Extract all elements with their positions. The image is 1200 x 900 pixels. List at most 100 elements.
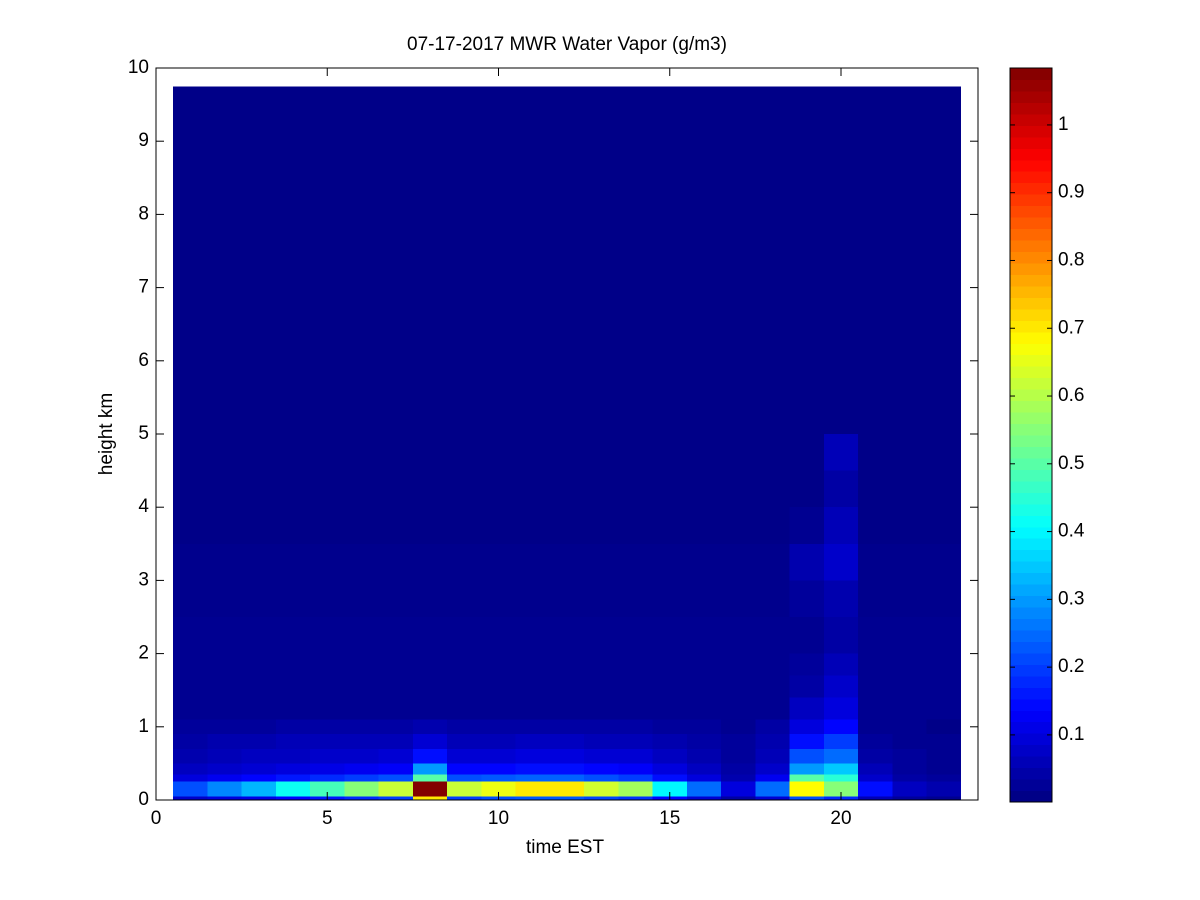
- heatmap-cell: [275, 470, 311, 508]
- heatmap-cell: [207, 470, 242, 508]
- colorbar-tick-label: 0.6: [1058, 385, 1084, 406]
- heatmap-cell: [858, 796, 893, 800]
- heatmap-cell: [447, 675, 482, 698]
- colorbar-segment: [1010, 285, 1052, 298]
- colorbar-segment: [1010, 721, 1052, 734]
- heatmap-cell: [344, 734, 379, 749]
- colorbar-segment: [1010, 549, 1052, 562]
- heatmap-cell: [858, 580, 893, 617]
- heatmap-cell: [412, 734, 448, 749]
- heatmap-cell: [412, 434, 448, 471]
- heatmap-cell: [721, 697, 756, 720]
- heatmap-cell: [275, 675, 311, 698]
- heatmap-cell: [412, 470, 448, 508]
- heatmap-cell: [686, 774, 722, 782]
- heatmap-cell: [275, 697, 311, 720]
- colorbar-segment: [1010, 354, 1052, 367]
- heatmap-cell: [344, 543, 379, 581]
- colorbar-segment: [1010, 125, 1052, 138]
- heatmap-cell: [789, 434, 824, 471]
- heatmap-cell: [584, 434, 619, 471]
- colorbar-segment: [1010, 79, 1052, 92]
- heatmap-cell: [823, 734, 859, 749]
- heatmap-cell: [515, 763, 550, 775]
- heatmap-cell: [412, 543, 448, 581]
- heatmap-cell: [310, 617, 345, 654]
- heatmap-cell: [344, 617, 379, 654]
- heatmap-cell: [823, 774, 859, 782]
- heatmap-cell: [584, 653, 619, 676]
- heatmap-cell: [447, 697, 482, 720]
- heatmap-cell: [447, 774, 482, 782]
- heatmap-cell: [721, 543, 756, 581]
- y-tick-label: 5: [138, 423, 149, 444]
- colorbar-segment: [1010, 538, 1052, 551]
- colorbar-segment: [1010, 446, 1052, 459]
- heatmap-cell: [447, 763, 482, 775]
- heatmap-cell: [275, 796, 311, 800]
- y-tick-label: 4: [138, 496, 149, 517]
- colorbar-segment: [1010, 308, 1052, 321]
- heatmap-cell: [892, 697, 927, 720]
- heatmap-cell: [755, 781, 790, 797]
- heatmap-cell: [789, 86, 824, 435]
- heatmap-cell: [618, 675, 653, 698]
- heatmap-cell: [275, 774, 311, 782]
- colorbar-segment: [1010, 480, 1052, 493]
- heatmap-cell: [207, 796, 242, 800]
- heatmap-cell: [447, 507, 482, 544]
- colorbar-segment: [1010, 618, 1052, 631]
- heatmap-cell: [275, 86, 311, 435]
- colorbar-tick-label: 0.5: [1058, 453, 1084, 474]
- heatmap-cell: [755, 543, 790, 581]
- heatmap-cell: [926, 653, 961, 676]
- heatmap-cell: [241, 617, 276, 654]
- heatmap-cell: [584, 675, 619, 698]
- heatmap-cell: [515, 796, 550, 800]
- heatmap-cell: [858, 653, 893, 676]
- heatmap-cell: [241, 580, 276, 617]
- heatmap-cell: [618, 470, 653, 508]
- heatmap-cell: [481, 580, 516, 617]
- heatmap-cell: [481, 470, 516, 508]
- colorbar-segment: [1010, 182, 1052, 195]
- colorbar-segment: [1010, 217, 1052, 230]
- heatmap-cell: [858, 543, 893, 581]
- heatmap-cell: [652, 86, 687, 435]
- heatmap-cell: [755, 653, 790, 676]
- heatmap-cell: [378, 617, 413, 654]
- heatmap-cell: [926, 434, 961, 471]
- heatmap-cell: [310, 86, 345, 435]
- heatmap-cell: [926, 734, 961, 749]
- colorbar-segment: [1010, 68, 1052, 80]
- colorbar-segment: [1010, 343, 1052, 356]
- heatmap-cell: [207, 86, 242, 435]
- heatmap-cell: [173, 434, 208, 471]
- heatmap-cell: [549, 434, 585, 471]
- heatmap-cell: [241, 675, 276, 698]
- heatmap-cell: [447, 617, 482, 654]
- heatmap-cell: [755, 748, 790, 764]
- heatmap-cell: [755, 697, 790, 720]
- heatmap-cell: [549, 697, 585, 720]
- heatmap-cell: [378, 748, 413, 764]
- heatmap-cell: [652, 675, 687, 698]
- heatmap-cell: [310, 470, 345, 508]
- heatmap-cell: [378, 653, 413, 676]
- heatmap-cell: [858, 734, 893, 749]
- heatmap-cell: [584, 781, 619, 797]
- heatmap-cell: [755, 719, 790, 735]
- heatmap-cell: [412, 774, 448, 782]
- heatmap-cell: [755, 434, 790, 471]
- heatmap-cell: [652, 470, 687, 508]
- heatmap-cell: [686, 543, 722, 581]
- heatmap-cell: [584, 748, 619, 764]
- heatmap-cell: [686, 434, 722, 471]
- heatmap-cell: [481, 719, 516, 735]
- heatmap-cell: [858, 86, 893, 435]
- heatmap-cell: [618, 781, 653, 797]
- heatmap-cell: [173, 470, 208, 508]
- heatmap-cell: [926, 675, 961, 698]
- heatmap-cell: [481, 543, 516, 581]
- heatmap-cell: [858, 434, 893, 471]
